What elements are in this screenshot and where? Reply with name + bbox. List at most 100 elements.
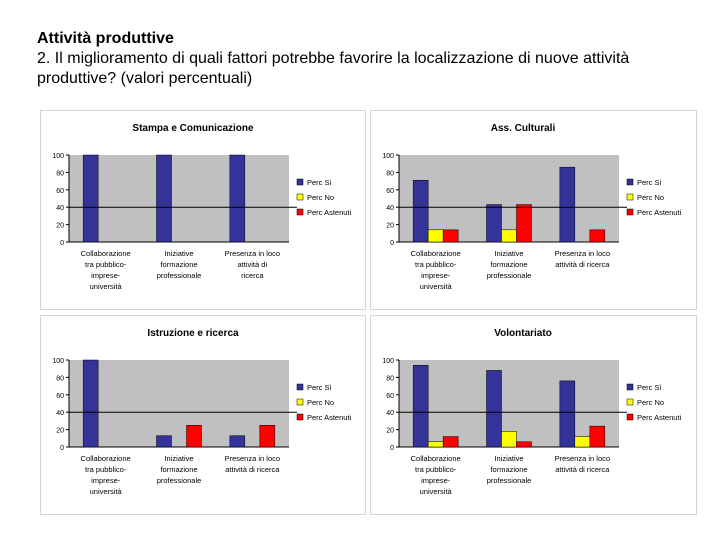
category-label-line: attività di ricerca — [555, 260, 610, 269]
chart-volontariato: Volontariato 0 20 40 60 80 100 Collaborazione tr… — [382, 328, 681, 496]
bar — [486, 204, 502, 243]
category-label: Presenza in loco attività di ricerca — [555, 454, 611, 474]
category-label-line: attività di ricerca — [555, 465, 610, 474]
y-tick-label: 40 — [386, 205, 394, 212]
category-label: Collaborazione tra pubblico-imprese-unive… — [81, 249, 131, 291]
category-label-line: università — [420, 487, 453, 496]
category-label-line: Collaborazione — [411, 454, 461, 463]
category-label-line: professionale — [487, 476, 532, 485]
category-label-line: Presenza in loco — [225, 249, 280, 258]
category-label-line: Iniziative — [494, 249, 523, 258]
category-label: Presenza in loco attività di ricerca — [555, 249, 611, 269]
category-label-line: imprese- — [421, 271, 451, 280]
chart-title: Volontariato — [494, 328, 552, 339]
y-tick-label: 20 — [56, 223, 64, 230]
category-label-line: formazione — [160, 465, 197, 474]
legend-swatch — [296, 398, 304, 406]
category-label-line: Collaborazione — [81, 249, 131, 258]
y-tick-label: 100 — [382, 358, 394, 365]
bar — [501, 431, 517, 448]
chart-istruzione: Istruzione e ricerca 0 20 40 60 80 100 Collabor… — [52, 328, 352, 496]
bar — [501, 229, 517, 243]
category-label-line: professionale — [487, 271, 532, 280]
bar — [82, 359, 99, 448]
category-label-line: università — [90, 282, 123, 291]
category-label-line: imprese- — [91, 476, 121, 485]
y-tick-label: 0 — [60, 445, 64, 452]
legend-label: Perc Astenuti — [637, 208, 682, 217]
chart-title: Ass. Culturali — [491, 123, 556, 134]
legend-swatch — [626, 208, 634, 216]
category-label: Iniziative formazione professionale — [157, 249, 202, 280]
chart-panel-istruzione: Istruzione e ricerca 0 20 40 60 80 100 Collabor… — [40, 315, 366, 515]
y-tick-label: 80 — [386, 375, 394, 382]
y-tick-label: 100 — [52, 153, 64, 160]
bar — [574, 436, 591, 448]
category-label-line: università — [90, 487, 123, 496]
legend-label: Perc No — [637, 193, 664, 202]
legend-label: Perc Astenuti — [307, 413, 352, 422]
category-label-line: attività di ricerca — [225, 465, 280, 474]
category-label-line: Presenza in loco — [555, 249, 610, 258]
bar — [516, 441, 532, 448]
legend-swatch — [296, 193, 304, 201]
chart-panel-volontariato: Volontariato 0 20 40 60 80 100 Collaborazione tr… — [370, 315, 697, 515]
y-tick-label: 60 — [386, 393, 394, 400]
chart-stampa: Stampa e Comunicazione 0 20 40 60 80 100 Collab… — [52, 123, 351, 291]
category-label-line: imprese- — [421, 476, 451, 485]
category-label-line: Iniziative — [164, 454, 193, 463]
slide-heading: Attività produttive 2. Il miglioramento … — [37, 29, 697, 89]
category-label-line: Presenza in loco — [555, 454, 610, 463]
y-tick-label: 0 — [390, 445, 394, 452]
legend-label: Perc Sì — [637, 178, 662, 187]
y-tick-label: 0 — [390, 240, 394, 247]
legend-swatch — [296, 383, 304, 391]
legend-swatch — [296, 178, 304, 186]
bar — [412, 364, 429, 448]
bar — [442, 229, 459, 243]
category-label-line: formazione — [160, 260, 197, 269]
category-label-line: formazione — [490, 260, 527, 269]
category-label-line: tra pubblico- — [85, 465, 127, 474]
legend-label: Perc Sì — [307, 178, 332, 187]
y-tick-label: 20 — [386, 428, 394, 435]
category-label-line: imprese- — [91, 271, 121, 280]
y-tick-label: 40 — [56, 205, 64, 212]
category-label-line: Iniziative — [494, 454, 523, 463]
legend-swatch — [626, 193, 634, 201]
legend-swatch — [626, 383, 634, 391]
y-tick-label: 80 — [56, 170, 64, 177]
bar — [516, 204, 532, 243]
bar — [156, 154, 172, 243]
y-tick-label: 100 — [52, 358, 64, 365]
plot-area — [69, 360, 289, 447]
y-tick-label: 20 — [386, 223, 394, 230]
bar — [589, 229, 606, 243]
y-tick-label: 60 — [56, 188, 64, 195]
category-label: Collaborazione tra pubblico-imprese-unive… — [81, 454, 131, 496]
y-tick-label: 80 — [56, 375, 64, 382]
category-label-line: Collaborazione — [411, 249, 461, 258]
legend-label: Perc Sì — [307, 383, 332, 392]
legend-swatch — [626, 178, 634, 186]
chart-title: Stampa e Comunicazione — [132, 123, 254, 134]
category-label-line: ricerca — [241, 271, 264, 280]
category-label-line: università — [420, 282, 453, 291]
category-label: Presenza in loco attività di ricerca — [225, 454, 281, 474]
bar — [412, 179, 429, 243]
category-label-line: professionale — [157, 271, 202, 280]
category-label-line: Iniziative — [164, 249, 193, 258]
bar — [82, 154, 99, 243]
y-tick-label: 60 — [386, 188, 394, 195]
bar — [186, 425, 202, 448]
category-label-line: Presenza in loco — [225, 454, 280, 463]
legend-label: Perc No — [637, 398, 664, 407]
legend-swatch — [296, 208, 304, 216]
y-tick-label: 40 — [386, 410, 394, 417]
y-tick-label: 40 — [56, 410, 64, 417]
bar — [442, 436, 459, 448]
bar — [229, 154, 246, 243]
chart-panel-ass-culturali: Ass. Culturali 0 20 40 60 80 100 Collaborazione… — [370, 110, 697, 310]
bar — [486, 370, 502, 448]
bar — [427, 441, 444, 448]
